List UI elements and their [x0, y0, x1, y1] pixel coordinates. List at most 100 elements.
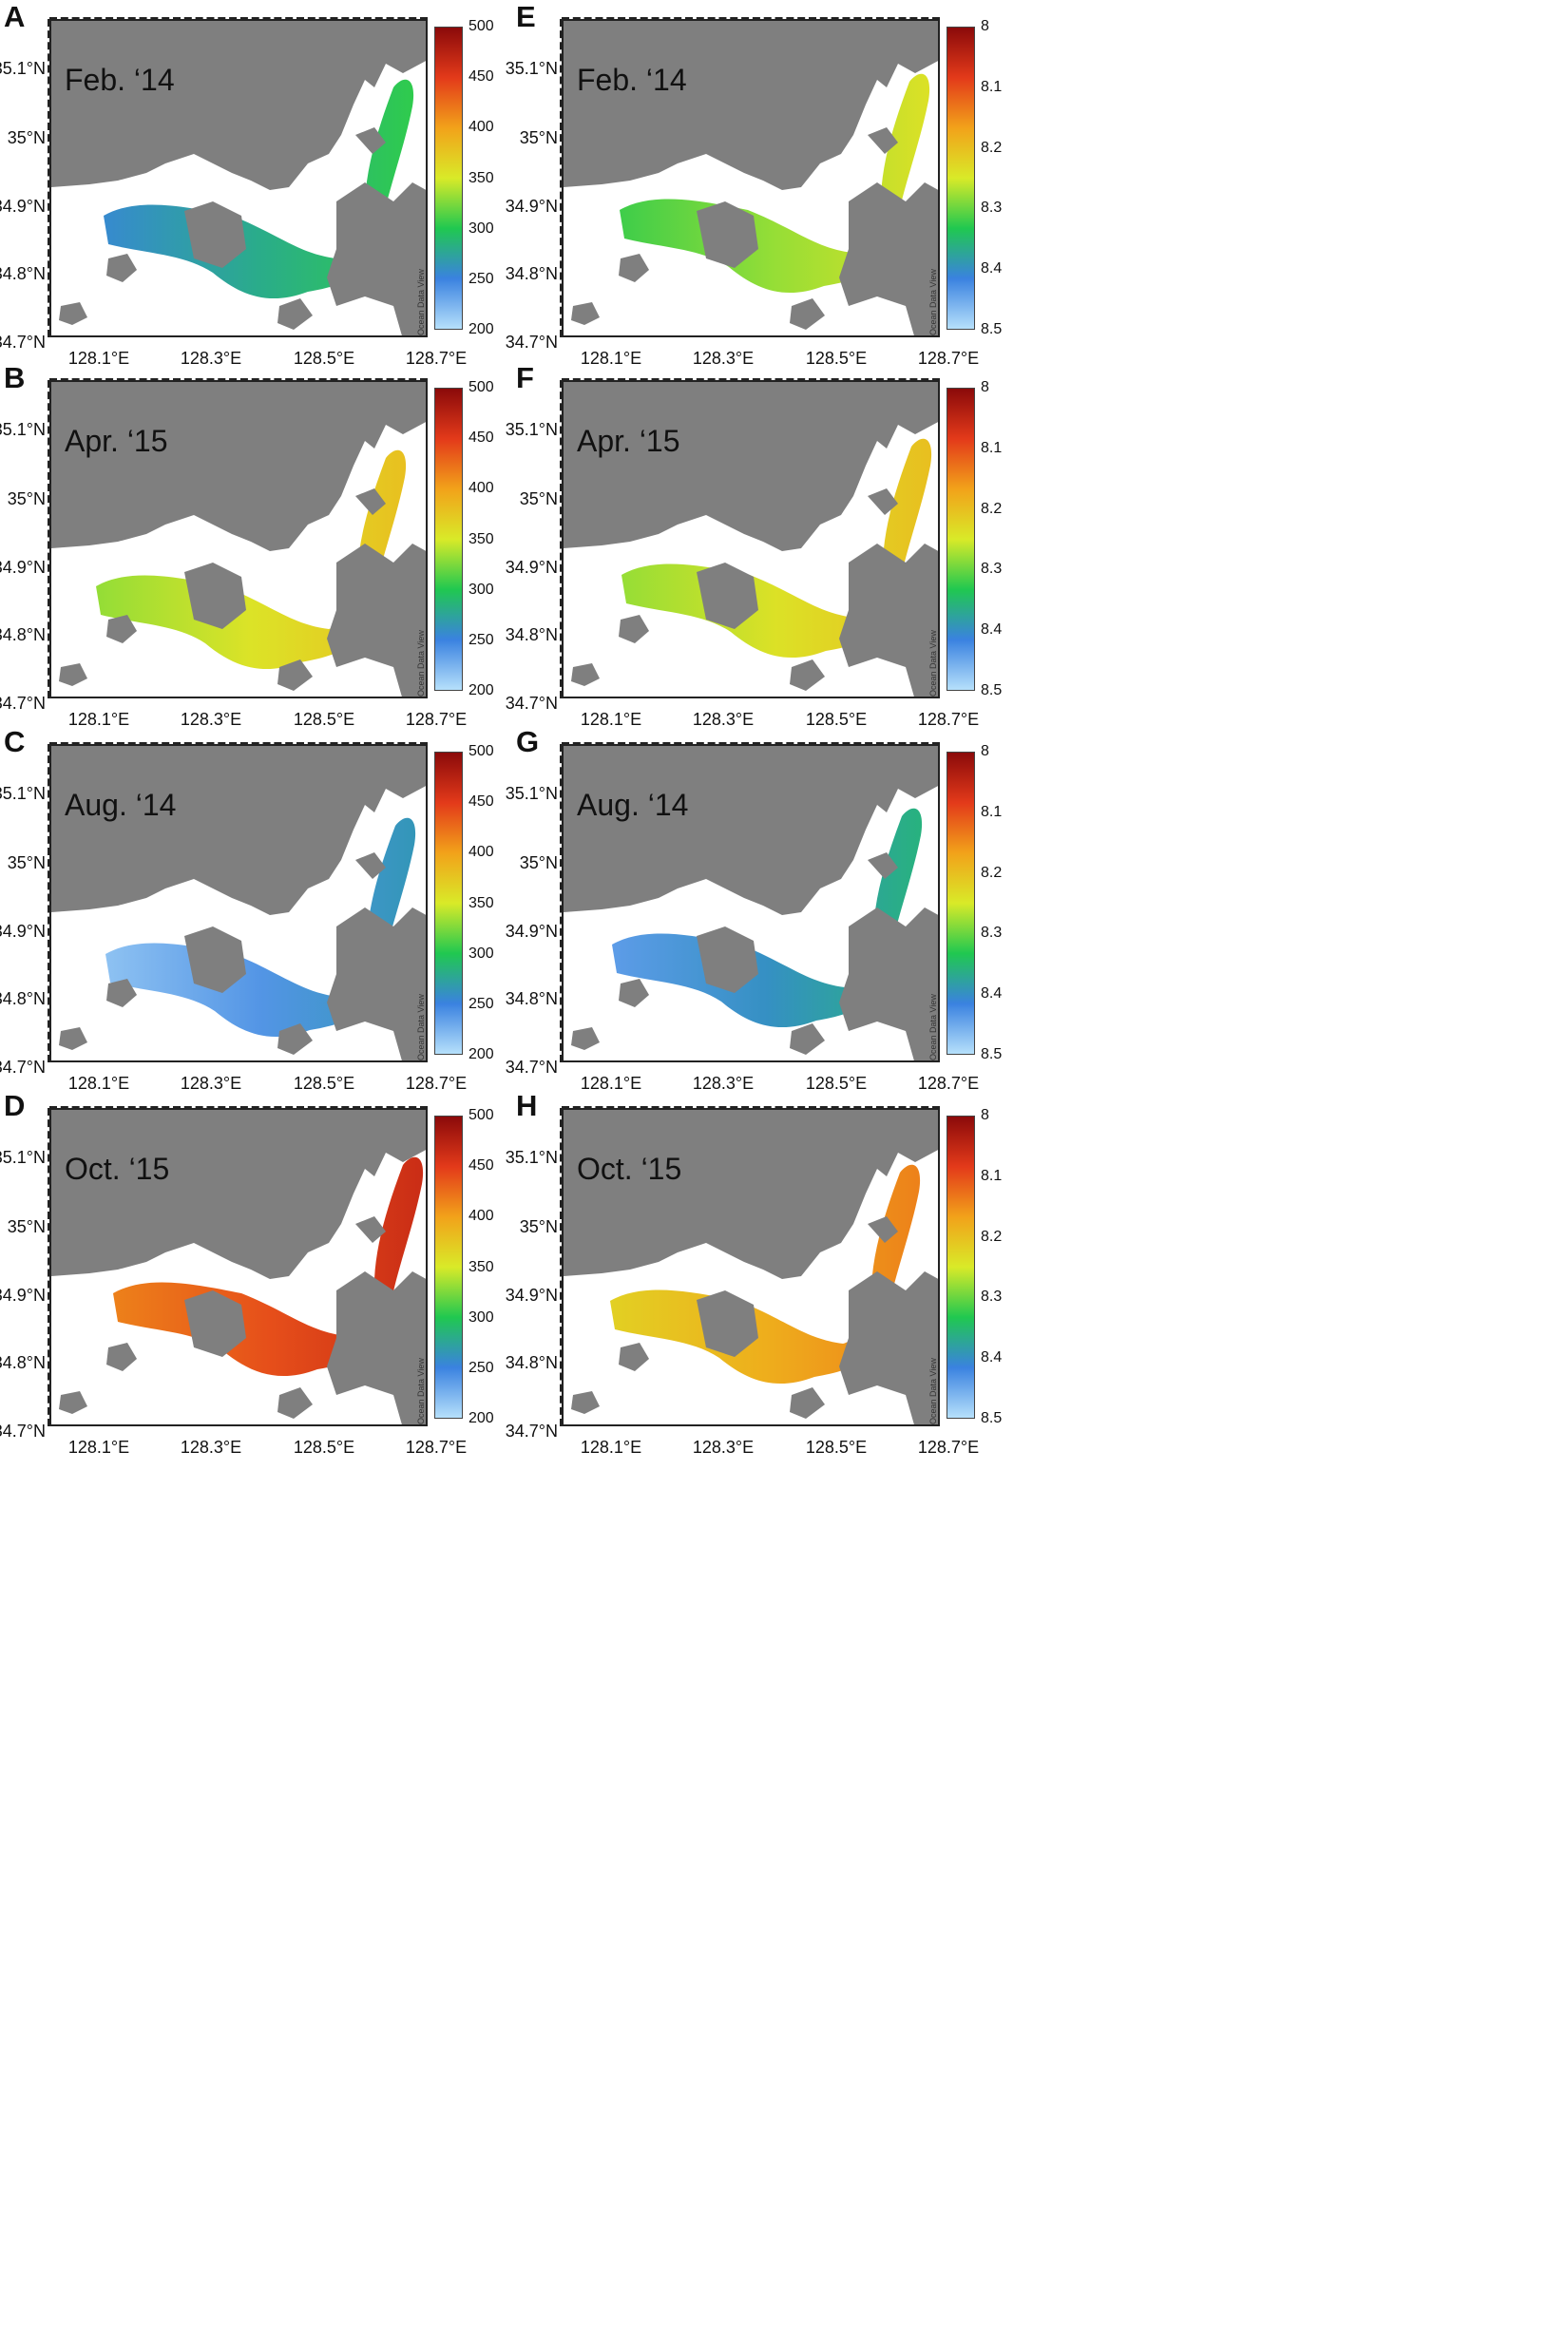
colorbar-tick-label: 450	[468, 1157, 494, 1174]
land-mass	[106, 1343, 137, 1371]
frame-dash-left	[560, 19, 564, 337]
panel-letter-h: H	[516, 1089, 538, 1122]
longitude-tick-label: 128.1°E	[580, 710, 642, 729]
longitude-tick-label: 128.5°E	[805, 710, 868, 729]
colorbar-tick-label: 300	[468, 945, 494, 962]
ocean-data-view-watermark: Ocean Data View	[928, 630, 938, 697]
map-panel-a: Feb. ‘14 Ocean Data View	[49, 19, 428, 337]
panel-date-label: Feb. ‘14	[65, 63, 175, 97]
longitude-tick-label: 128.1°E	[67, 1438, 130, 1457]
colorbar-tick-label: 400	[468, 119, 494, 136]
frame-dash-left	[48, 744, 51, 1062]
longitude-tick-label: 128.5°E	[805, 1074, 868, 1093]
map-svg	[564, 382, 938, 697]
latitude-tick-label: 35.1°N	[505, 1148, 558, 1167]
land-mass	[184, 1290, 246, 1357]
map-svg	[564, 746, 938, 1060]
colorbar-tick-label: 8.3	[981, 561, 1003, 578]
colorbar-tick-label: 8.4	[981, 1349, 1003, 1366]
measurement-track	[96, 449, 407, 670]
longitude-tick-label: 128.1°E	[580, 1074, 642, 1093]
colorbar-tick-label: 8	[981, 1107, 989, 1123]
land-mass	[697, 926, 758, 993]
colorbar-tick-label: 8	[981, 379, 989, 395]
ocean-data-view-watermark: Ocean Data View	[416, 269, 426, 335]
latitude-tick-label: 35°N	[519, 853, 558, 872]
latitude-tick-label: 35.1°N	[0, 59, 46, 78]
longitude-tick-label: 128.1°E	[67, 710, 130, 729]
land-mass	[564, 746, 938, 915]
colorbar-tick-label: 8.2	[981, 864, 1003, 881]
land-mass	[868, 127, 898, 154]
land-mass	[839, 907, 938, 1060]
panel-letter-e: E	[516, 0, 536, 33]
longitude-tick-label: 128.5°E	[293, 710, 355, 729]
frame-dash-top	[49, 17, 428, 21]
land-mass	[184, 201, 246, 268]
colorbar	[434, 1116, 463, 1419]
measurement-track	[104, 79, 414, 299]
ocean-data-view-watermark: Ocean Data View	[416, 994, 426, 1060]
colorbar-tick-label: 8.1	[981, 78, 1003, 95]
colorbar-tick-label: 8.2	[981, 500, 1003, 517]
panel-date-label: Feb. ‘14	[577, 63, 687, 97]
colorbar-tick-label: 8.3	[981, 200, 1003, 217]
colorbar-tick-label: 300	[468, 581, 494, 598]
latitude-tick-label: 34.8°N	[505, 625, 558, 644]
latitude-tick-label: 34.8°N	[0, 264, 46, 283]
measurement-track	[610, 1164, 921, 1385]
land-mass	[51, 21, 426, 190]
latitude-tick-label: 34.9°N	[505, 197, 558, 216]
longitude-tick-label: 128.3°E	[180, 1074, 242, 1093]
land-mass	[355, 1216, 386, 1243]
latitude-tick-label: 35°N	[7, 128, 46, 147]
longitude-tick-label: 128.3°E	[692, 349, 755, 368]
land-mass	[790, 659, 825, 691]
colorbar	[947, 27, 975, 330]
land-mass	[868, 488, 898, 515]
longitude-tick-label: 128.5°E	[293, 349, 355, 368]
colorbar-tick-label: 8.3	[981, 1289, 1003, 1306]
frame-dash-left	[560, 1108, 564, 1426]
longitude-tick-label: 128.5°E	[805, 1438, 868, 1457]
longitude-tick-label: 128.1°E	[67, 349, 130, 368]
measurement-track	[612, 808, 923, 1028]
latitude-tick-label: 35°N	[7, 1217, 46, 1236]
measurement-track	[620, 73, 930, 294]
land-mass	[571, 663, 600, 686]
latitude-tick-label: 34.8°N	[505, 989, 558, 1008]
land-mass	[355, 488, 386, 515]
ocean-data-view-watermark: Ocean Data View	[416, 630, 426, 697]
land-mass	[51, 382, 426, 551]
colorbar-tick-label: 300	[468, 1308, 494, 1326]
land-mass	[277, 1023, 313, 1055]
colorbar-tick-label: 8.3	[981, 925, 1003, 942]
map-svg	[564, 21, 938, 335]
latitude-tick-label: 34.7°N	[0, 1422, 46, 1441]
land-mass	[868, 1216, 898, 1243]
longitude-tick-label: 128.7°E	[405, 349, 468, 368]
latitude-tick-label: 34.8°N	[0, 989, 46, 1008]
land-mass	[697, 563, 758, 629]
land-mass	[868, 852, 898, 879]
longitude-tick-label: 128.3°E	[692, 710, 755, 729]
frame-dash-top	[562, 17, 940, 21]
longitude-tick-label: 128.3°E	[180, 349, 242, 368]
colorbar-tick-label: 250	[468, 995, 494, 1012]
ocean-data-view-watermark: Ocean Data View	[416, 1358, 426, 1424]
longitude-tick-label: 128.7°E	[917, 1438, 980, 1457]
longitude-tick-label: 128.5°E	[293, 1074, 355, 1093]
colorbar	[947, 752, 975, 1055]
latitude-tick-label: 34.9°N	[0, 922, 46, 941]
colorbar-tick-label: 8.5	[981, 1046, 1003, 1062]
frame-dash-top	[562, 742, 940, 746]
land-mass	[619, 979, 649, 1007]
map-panel-e: Feb. ‘14 Ocean Data View	[562, 19, 940, 337]
latitude-tick-label: 34.9°N	[0, 558, 46, 577]
colorbar-tick-label: 350	[468, 894, 494, 911]
frame-dash-top	[562, 378, 940, 382]
land-mass	[839, 544, 938, 697]
map-panel-d: Oct. ‘15 Ocean Data View	[49, 1108, 428, 1426]
latitude-tick-label: 35°N	[519, 1217, 558, 1236]
colorbar-tick-label: 450	[468, 793, 494, 811]
